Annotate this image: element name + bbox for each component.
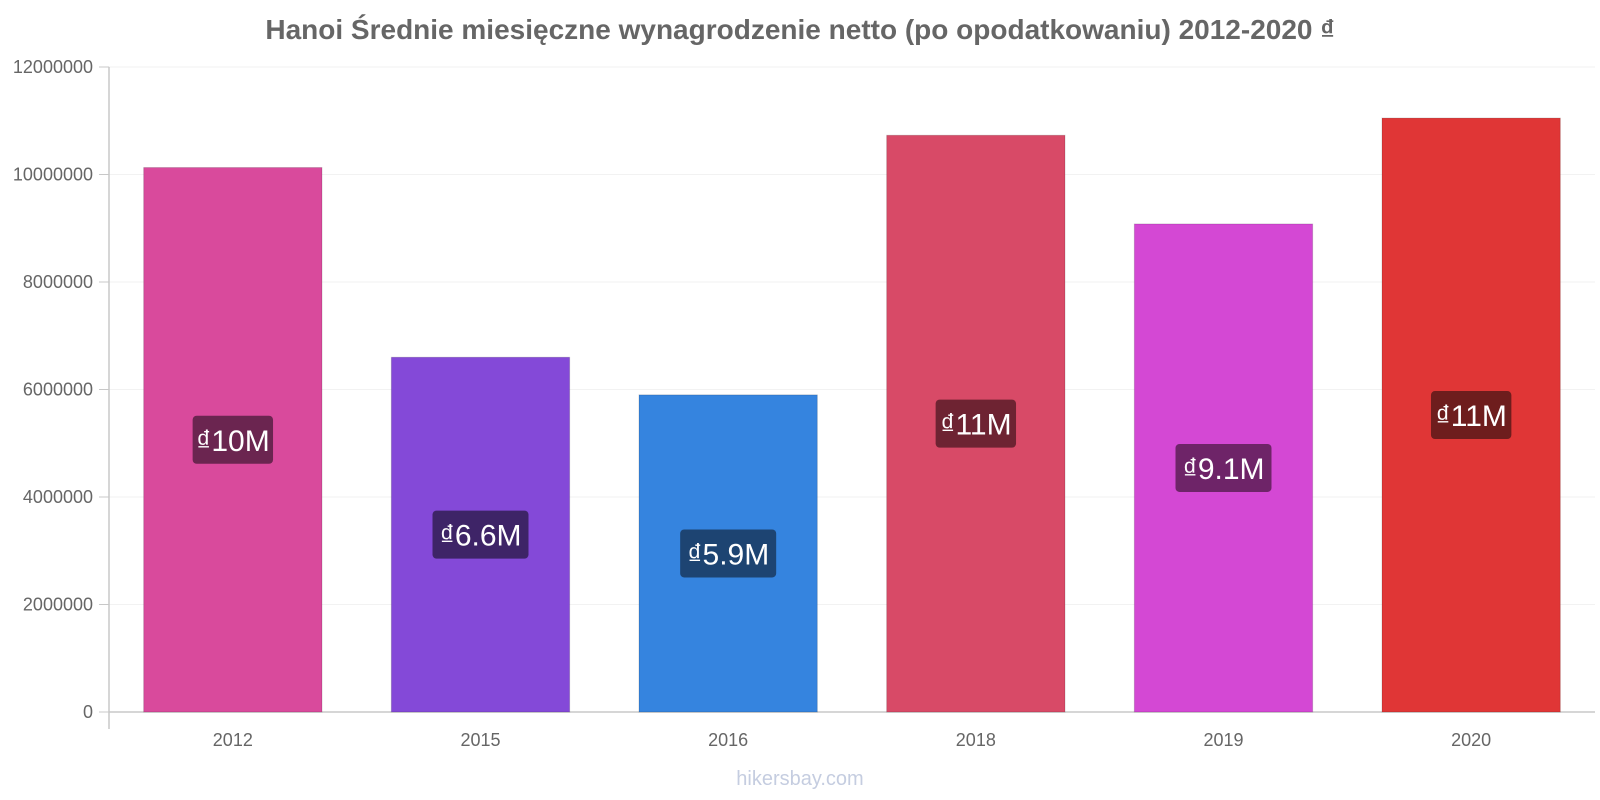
data-label-text: ₫11M <box>940 409 1012 442</box>
y-tick-label: 2000000 <box>23 595 93 615</box>
y-tick-label: 12000000 <box>13 57 93 77</box>
data-label-2019: ₫9.1M <box>1175 443 1272 492</box>
x-tick-labels: 2012 2015 2016 2018 2019 2020 <box>213 730 1491 750</box>
data-label-2020: ₫11M <box>1430 391 1512 440</box>
y-tick-label: 6000000 <box>23 380 93 400</box>
x-tick-label: 2016 <box>708 730 748 750</box>
x-tick-label: 2020 <box>1451 730 1491 750</box>
x-tick-label: 2018 <box>956 730 996 750</box>
grid-lines <box>109 66 1595 605</box>
data-label-2018: ₫11M <box>935 399 1017 448</box>
y-tick-label: 8000000 <box>23 272 93 292</box>
axes <box>99 66 1595 729</box>
data-label-2015: ₫6.6M <box>432 510 529 559</box>
data-labels: ₫10M ₫6.6M ₫5.9M ₫11M ₫9.1M ₫11M <box>192 391 1512 578</box>
watermark-text: hikersbay.com <box>736 768 864 790</box>
x-tick-label: 2015 <box>460 730 500 750</box>
data-label-text: ₫5.9M <box>687 538 769 571</box>
x-tick-label: 2019 <box>1203 730 1243 750</box>
data-label-box <box>432 510 529 559</box>
data-label-2012: ₫10M <box>192 415 274 464</box>
y-tick-label: 4000000 <box>23 487 93 507</box>
data-label-text: ₫9.1M <box>1182 453 1264 486</box>
data-label-text: ₫6.6M <box>439 520 521 553</box>
bars <box>143 117 1561 713</box>
y-tick-labels: 0 2000000 4000000 6000000 8000000 10000000 120… <box>13 57 93 722</box>
y-tick-label: 10000000 <box>13 165 93 185</box>
data-label-box <box>192 415 274 464</box>
chart-title: Hanoi Średnie miesięczne wynagrodzenie n… <box>265 14 1335 45</box>
data-label-box <box>1175 443 1272 492</box>
data-label-text: ₫11M <box>1435 400 1507 433</box>
data-label-box <box>935 399 1017 448</box>
data-label-2016: ₫5.9M <box>680 529 777 578</box>
data-label-box <box>1430 391 1512 440</box>
data-label-box <box>680 529 777 578</box>
data-label-text: ₫10M <box>196 425 270 458</box>
x-tick-label: 2012 <box>213 730 253 750</box>
y-tick-label: 0 <box>83 702 93 722</box>
